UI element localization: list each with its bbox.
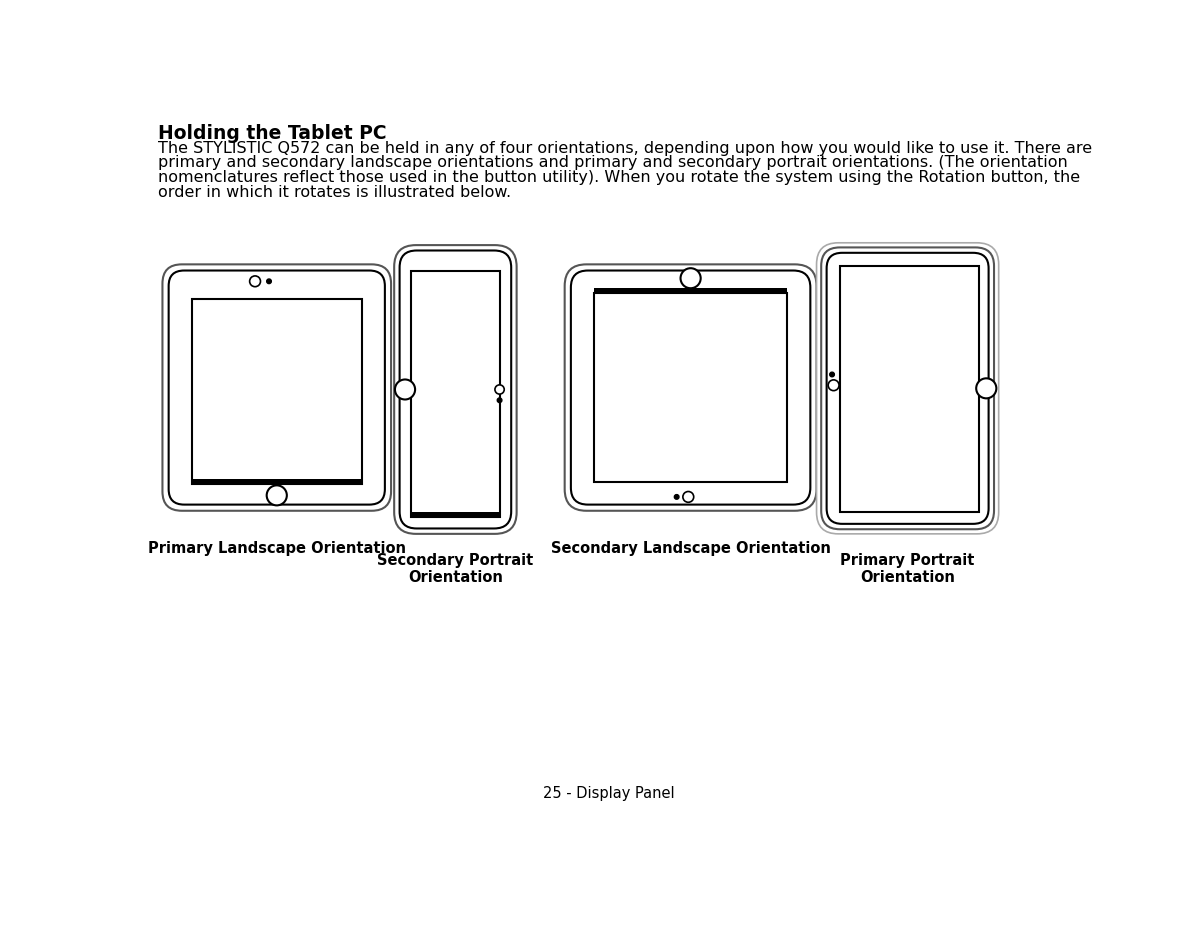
Circle shape xyxy=(249,276,260,287)
FancyBboxPatch shape xyxy=(394,246,517,534)
Circle shape xyxy=(498,399,501,403)
Bar xyxy=(840,267,979,513)
Circle shape xyxy=(675,495,680,500)
Bar xyxy=(594,294,788,482)
Text: The STYLISTIC Q572 can be held in any of four orientations, depending upon how y: The STYLISTIC Q572 can be held in any of… xyxy=(158,141,1092,156)
Text: Holding the Tablet PC: Holding the Tablet PC xyxy=(158,123,386,143)
Text: nomenclatures reflect those used in the button utility). When you rotate the sys: nomenclatures reflect those used in the … xyxy=(158,170,1080,184)
Bar xyxy=(192,479,361,484)
FancyBboxPatch shape xyxy=(571,272,810,505)
Circle shape xyxy=(266,486,286,506)
Circle shape xyxy=(495,386,504,395)
Text: 25 - Display Panel: 25 - Display Panel xyxy=(543,785,675,800)
FancyBboxPatch shape xyxy=(821,248,994,529)
FancyBboxPatch shape xyxy=(564,265,816,511)
FancyBboxPatch shape xyxy=(399,251,511,529)
Text: Secondary Portrait
Orientation: Secondary Portrait Orientation xyxy=(378,552,533,584)
Circle shape xyxy=(681,269,701,289)
Bar xyxy=(192,299,361,484)
Text: primary and secondary landscape orientations and primary and secondary portrait : primary and secondary landscape orientat… xyxy=(158,155,1068,170)
Circle shape xyxy=(683,492,694,502)
Bar xyxy=(411,513,500,517)
Bar xyxy=(411,272,500,517)
Circle shape xyxy=(266,280,271,285)
FancyBboxPatch shape xyxy=(169,272,385,505)
Circle shape xyxy=(394,380,415,400)
Text: order in which it rotates is illustrated below.: order in which it rotates is illustrated… xyxy=(158,184,511,199)
Text: Primary Portrait
Orientation: Primary Portrait Orientation xyxy=(840,552,975,584)
Circle shape xyxy=(828,380,839,391)
Circle shape xyxy=(977,379,997,399)
Text: Secondary Landscape Orientation: Secondary Landscape Orientation xyxy=(551,540,830,555)
Bar xyxy=(594,289,788,294)
FancyBboxPatch shape xyxy=(163,265,391,511)
Text: Primary Landscape Orientation: Primary Landscape Orientation xyxy=(147,540,406,555)
FancyBboxPatch shape xyxy=(816,244,999,534)
FancyBboxPatch shape xyxy=(827,254,988,525)
Circle shape xyxy=(829,373,834,377)
